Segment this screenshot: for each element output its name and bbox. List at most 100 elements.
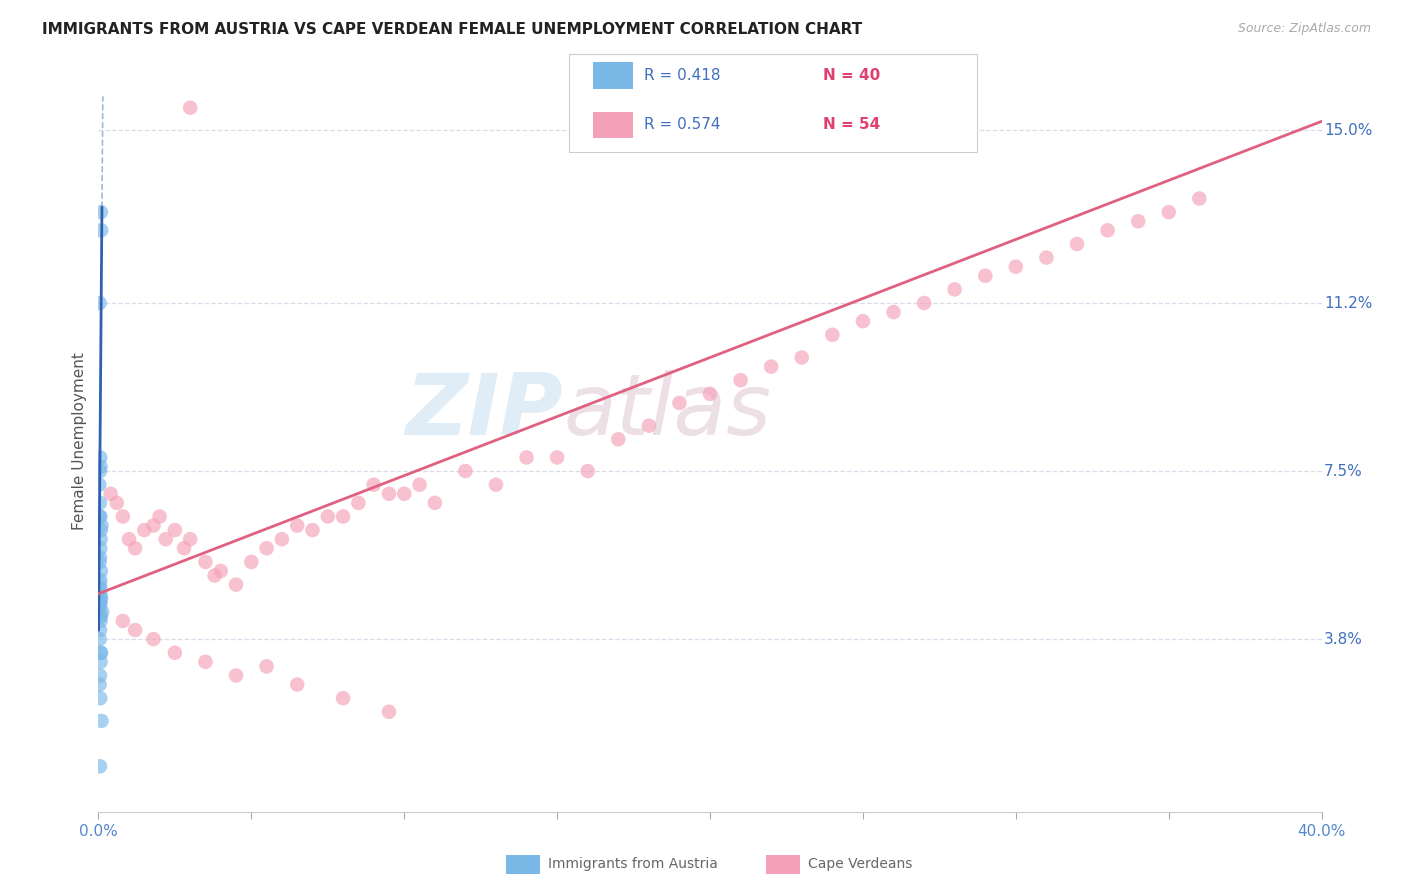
- Point: [90, 582, 112, 596]
- Point: [454, 464, 477, 478]
- Text: IMMIGRANTS FROM AUSTRIA VS CAPE VERDEAN FEMALE UNEMPLOYMENT CORRELATION CHART: IMMIGRANTS FROM AUSTRIA VS CAPE VERDEAN …: [42, 22, 862, 37]
- Point: [285, 677, 308, 691]
- Point: [89, 623, 111, 637]
- Point: [89, 541, 111, 556]
- Point: [111, 614, 134, 628]
- Point: [118, 532, 141, 546]
- Text: atlas: atlas: [564, 370, 772, 453]
- Point: [225, 668, 247, 682]
- Point: [301, 523, 323, 537]
- Point: [821, 327, 844, 342]
- Point: [1035, 251, 1057, 265]
- Point: [142, 518, 165, 533]
- Point: [90, 223, 112, 237]
- Point: [89, 573, 111, 587]
- Point: [90, 714, 112, 728]
- Text: Cape Verdeans: Cape Verdeans: [808, 857, 912, 871]
- Point: [90, 646, 112, 660]
- Point: [912, 296, 935, 310]
- Point: [90, 532, 112, 546]
- Point: [256, 541, 278, 556]
- Point: [637, 418, 661, 433]
- Point: [163, 646, 186, 660]
- Point: [852, 314, 875, 328]
- Point: [111, 509, 134, 524]
- Point: [89, 477, 111, 491]
- Point: [100, 487, 122, 501]
- Point: [209, 564, 232, 578]
- Text: ZIP: ZIP: [405, 370, 564, 453]
- Point: [163, 523, 186, 537]
- Point: [316, 509, 339, 524]
- Point: [124, 541, 146, 556]
- Point: [1004, 260, 1026, 274]
- Point: [668, 396, 690, 410]
- Point: [89, 677, 111, 691]
- Text: R = 0.418: R = 0.418: [644, 69, 720, 83]
- Point: [89, 759, 111, 773]
- Text: 3.8%: 3.8%: [1324, 632, 1362, 647]
- Text: 15.0%: 15.0%: [1324, 123, 1372, 138]
- Point: [943, 282, 966, 296]
- Point: [225, 577, 247, 591]
- Point: [90, 459, 112, 474]
- Point: [179, 532, 201, 546]
- Point: [240, 555, 263, 569]
- Point: [1066, 236, 1088, 251]
- Point: [285, 518, 308, 533]
- Point: [378, 487, 401, 501]
- Point: [89, 632, 111, 647]
- Point: [91, 605, 114, 619]
- Point: [149, 509, 172, 524]
- Point: [256, 659, 278, 673]
- Point: [730, 373, 752, 387]
- Point: [89, 587, 111, 601]
- Text: R = 0.574: R = 0.574: [644, 118, 720, 132]
- Point: [204, 568, 226, 582]
- Point: [90, 564, 112, 578]
- Point: [332, 509, 354, 524]
- Point: [392, 487, 416, 501]
- Point: [89, 509, 111, 524]
- Point: [89, 609, 111, 624]
- Text: Source: ZipAtlas.com: Source: ZipAtlas.com: [1237, 22, 1371, 36]
- Point: [1128, 214, 1150, 228]
- Point: [89, 668, 111, 682]
- Point: [378, 705, 401, 719]
- Point: [759, 359, 782, 374]
- Point: [194, 655, 217, 669]
- Point: [89, 691, 111, 706]
- Point: [270, 532, 292, 546]
- Point: [790, 351, 813, 365]
- Point: [105, 496, 128, 510]
- Point: [89, 591, 111, 606]
- Point: [1097, 223, 1119, 237]
- Point: [90, 609, 112, 624]
- Point: [363, 477, 385, 491]
- Point: [607, 432, 630, 446]
- Point: [90, 591, 112, 606]
- Point: [134, 523, 156, 537]
- Text: 7.5%: 7.5%: [1324, 464, 1362, 479]
- Point: [423, 496, 446, 510]
- Text: N = 54: N = 54: [823, 118, 880, 132]
- Point: [89, 600, 111, 615]
- Point: [485, 477, 508, 491]
- Point: [124, 623, 146, 637]
- Point: [1157, 205, 1180, 219]
- Point: [546, 450, 568, 465]
- Point: [332, 691, 354, 706]
- Point: [1188, 192, 1211, 206]
- Point: [90, 655, 112, 669]
- Point: [89, 596, 111, 610]
- Point: [347, 496, 370, 510]
- Point: [89, 450, 111, 465]
- Point: [89, 550, 111, 565]
- Text: N = 40: N = 40: [823, 69, 880, 83]
- Point: [155, 532, 177, 546]
- Text: 11.2%: 11.2%: [1324, 295, 1372, 310]
- Point: [408, 477, 430, 491]
- Point: [576, 464, 599, 478]
- Point: [194, 555, 217, 569]
- Point: [90, 614, 112, 628]
